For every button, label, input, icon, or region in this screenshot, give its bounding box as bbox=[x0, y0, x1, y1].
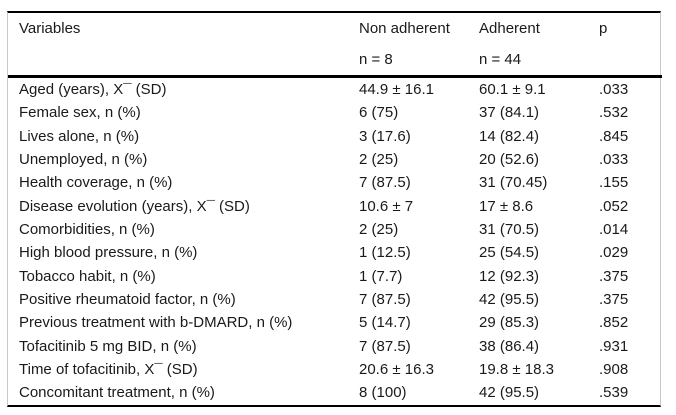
variable-cell: Time of tofacitinib, X¯ (SD) bbox=[19, 361, 198, 379]
adherent-cell: 19.8 ± 18.3 bbox=[479, 361, 554, 379]
header-non-adherent-label: Non adherent bbox=[359, 20, 450, 37]
adherent-cell: 60.1 ± 9.1 bbox=[479, 81, 546, 98]
header-non-adherent: Non adherent n = 8 bbox=[359, 13, 479, 78]
p-value-cell: .845 bbox=[599, 127, 629, 145]
p-value-cell: .033 bbox=[599, 81, 629, 98]
non-adherent-cell: 6 (75) bbox=[359, 104, 399, 122]
p-value-cell: .155 bbox=[599, 174, 629, 192]
variable-cell: Tofacitinib 5 mg BID, n (%) bbox=[19, 337, 197, 355]
table-row: Time of tofacitinib, X¯ (SD) 20.6 ± 16.3… bbox=[8, 358, 662, 381]
variable-cell: Unemployed, n (%) bbox=[19, 151, 148, 169]
table-row: Comorbidities, n (%) 2 (25) 31 (70.5) .0… bbox=[8, 218, 662, 241]
non-adherent-cell: 44.9 ± 16.1 bbox=[359, 81, 434, 98]
adherent-cell: 31 (70.5) bbox=[479, 221, 540, 239]
variable-cell: High blood pressure, n (%) bbox=[19, 244, 198, 262]
p-value-cell: .375 bbox=[599, 291, 629, 309]
non-adherent-cell: 7 (87.5) bbox=[359, 337, 411, 355]
non-adherent-cell: 7 (87.5) bbox=[359, 174, 411, 192]
table-row: Tofacitinib 5 mg BID, n (%) 7 (87.5) 38 … bbox=[8, 335, 662, 358]
p-value-cell: .033 bbox=[599, 151, 629, 169]
variable-cell: Tobacco habit, n (%) bbox=[19, 267, 156, 285]
non-adherent-cell: 10.6 ± 7 bbox=[359, 197, 414, 215]
table-row: Aged (years), X¯ (SD) 44.9 ± 16.1 60.1 ±… bbox=[8, 77, 662, 102]
p-value-cell: .931 bbox=[599, 337, 629, 355]
header-adherent-n: n = 44 bbox=[479, 51, 522, 68]
p-value-cell: .375 bbox=[599, 267, 629, 285]
p-value-cell: .052 bbox=[599, 197, 629, 215]
header-adherent: Adherent n = 44 bbox=[479, 13, 599, 78]
table-row: Unemployed, n (%) 2 (25) 20 (52.6) .033 bbox=[8, 148, 662, 171]
table-row: Lives alone, n (%) 3 (17.6) 14 (82.4) .8… bbox=[8, 125, 662, 148]
adherent-cell: 29 (85.3) bbox=[479, 314, 540, 332]
adherent-cell: 25 (54.5) bbox=[479, 244, 540, 262]
table-body: Aged (years), X¯ (SD) 44.9 ± 16.1 60.1 ±… bbox=[8, 77, 662, 405]
header-p-label: p bbox=[599, 20, 608, 37]
table-row: Female sex, n (%) 6 (75) 37 (84.1) .532 bbox=[8, 101, 662, 124]
adherence-table: Variables Non adherent n = 8 Adherent n … bbox=[8, 13, 662, 405]
variable-cell: Positive rheumatoid factor, n (%) bbox=[19, 291, 236, 309]
variable-cell: Disease evolution (years), X¯ (SD) bbox=[19, 197, 250, 215]
adherent-cell: 38 (86.4) bbox=[479, 337, 540, 355]
non-adherent-cell: 1 (12.5) bbox=[359, 244, 411, 262]
table-row: Positive rheumatoid factor, n (%) 7 (87.… bbox=[8, 288, 662, 311]
header-variables: Variables bbox=[8, 13, 359, 78]
table-row: Concomitant treatment, n (%) 8 (100) 42 … bbox=[8, 381, 662, 404]
variable-cell: Comorbidities, n (%) bbox=[19, 221, 155, 239]
p-value-cell: .852 bbox=[599, 314, 629, 332]
table-row: High blood pressure, n (%) 1 (12.5) 25 (… bbox=[8, 241, 662, 264]
variable-cell: Aged (years), X¯ (SD) bbox=[19, 81, 167, 98]
non-adherent-cell: 8 (100) bbox=[359, 384, 407, 402]
adherent-cell: 37 (84.1) bbox=[479, 104, 540, 122]
table-row: Disease evolution (years), X¯ (SD) 10.6 … bbox=[8, 195, 662, 218]
adherent-cell: 17 ± 8.6 bbox=[479, 197, 534, 215]
p-value-cell: .539 bbox=[599, 384, 629, 402]
adherent-cell: 12 (92.3) bbox=[479, 267, 540, 285]
header-non-adherent-n: n = 8 bbox=[359, 51, 393, 68]
variable-cell: Health coverage, n (%) bbox=[19, 174, 173, 192]
non-adherent-cell: 1 (7.7) bbox=[359, 267, 403, 285]
adherence-table-frame: Variables Non adherent n = 8 Adherent n … bbox=[7, 11, 662, 407]
adherent-cell: 42 (95.5) bbox=[479, 291, 540, 309]
table-row: Tobacco habit, n (%) 1 (7.7) 12 (92.3) .… bbox=[8, 265, 662, 288]
non-adherent-cell: 7 (87.5) bbox=[359, 291, 411, 309]
non-adherent-cell: 2 (25) bbox=[359, 221, 399, 239]
table-row: Health coverage, n (%) 7 (87.5) 31 (70.4… bbox=[8, 171, 662, 194]
p-value-cell: .908 bbox=[599, 361, 629, 379]
header-p: p bbox=[599, 13, 662, 78]
p-value-cell: .532 bbox=[599, 104, 629, 122]
variable-cell: Previous treatment with b-DMARD, n (%) bbox=[19, 314, 293, 332]
header-adherent-label: Adherent bbox=[479, 20, 540, 37]
table-header-row: Variables Non adherent n = 8 Adherent n … bbox=[8, 13, 662, 78]
non-adherent-cell: 20.6 ± 16.3 bbox=[359, 361, 434, 379]
p-value-cell: .029 bbox=[599, 244, 629, 262]
variable-cell: Female sex, n (%) bbox=[19, 104, 141, 122]
p-value-cell: .014 bbox=[599, 221, 629, 239]
table-row: Previous treatment with b-DMARD, n (%) 5… bbox=[8, 311, 662, 334]
non-adherent-cell: 2 (25) bbox=[359, 151, 399, 169]
adherent-cell: 42 (95.5) bbox=[479, 384, 540, 402]
non-adherent-cell: 3 (17.6) bbox=[359, 127, 411, 145]
adherent-cell: 14 (82.4) bbox=[479, 127, 540, 145]
variable-cell: Concomitant treatment, n (%) bbox=[19, 384, 215, 402]
header-variables-label: Variables bbox=[19, 20, 81, 37]
adherent-cell: 31 (70.45) bbox=[479, 174, 548, 192]
non-adherent-cell: 5 (14.7) bbox=[359, 314, 411, 332]
variable-cell: Lives alone, n (%) bbox=[19, 127, 140, 145]
adherent-cell: 20 (52.6) bbox=[479, 151, 540, 169]
